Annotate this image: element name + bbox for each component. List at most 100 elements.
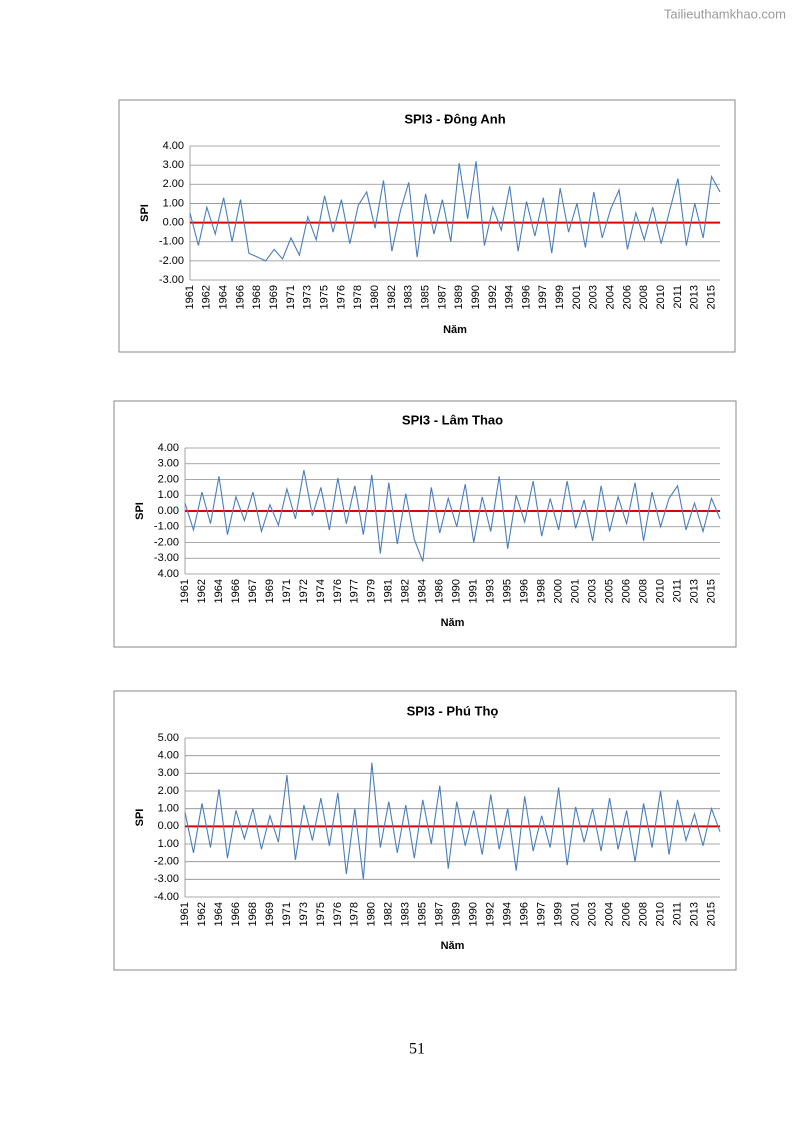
x-tick-label: 1983 [400, 902, 412, 926]
y-tick-label: -3.00 [159, 274, 184, 286]
x-tick-label: 1961 [184, 285, 196, 309]
y-tick-label: 3.00 [163, 159, 184, 171]
x-tick-label: 2004 [604, 902, 616, 926]
x-tick-label: 1977 [349, 579, 361, 603]
x-tick-label: 1982 [383, 902, 395, 926]
x-tick-label: 1999 [553, 902, 565, 926]
x-tick-label: 1982 [386, 285, 398, 309]
x-tick-label: 1992 [485, 902, 497, 926]
x-tick-label: 2015 [705, 902, 717, 926]
x-tick-label: 1981 [383, 579, 395, 603]
y-tick-label: -1.00 [159, 236, 184, 248]
x-tick-label: 2008 [638, 285, 650, 309]
y-tick-label: 0.00 [158, 505, 179, 517]
x-tick-label: 2010 [654, 902, 666, 926]
y-tick-label: -1.00 [154, 521, 179, 533]
x-tick-label: 1998 [536, 579, 548, 603]
x-tick-label: 1976 [335, 285, 347, 309]
x-tick-label: 1962 [196, 902, 208, 926]
x-tick-label: 1968 [251, 285, 263, 309]
y-axis-title: SPI [139, 204, 151, 222]
x-tick-label: 2001 [571, 285, 583, 309]
x-tick-label: 1978 [352, 285, 364, 309]
y-tick-label: 1.00 [158, 803, 179, 815]
x-tick-label: 1991 [468, 579, 480, 603]
y-tick-label: 4.00 [158, 568, 179, 580]
x-tick-label: 1971 [281, 902, 293, 926]
x-tick-label: 2013 [689, 285, 701, 309]
x-tick-label: 1982 [400, 579, 412, 603]
y-tick-label: -2.00 [159, 255, 184, 267]
y-tick-label: 4.00 [158, 442, 179, 454]
x-tick-label: 2000 [553, 579, 565, 603]
x-tick-label: 2003 [587, 902, 599, 926]
y-axis-title: SPI [134, 809, 146, 827]
x-tick-label: 1972 [298, 579, 310, 603]
x-tick-label: 1969 [264, 902, 276, 926]
x-tick-label: 2011 [671, 579, 683, 603]
x-tick-label: 2015 [705, 285, 717, 309]
x-tick-label: 1980 [366, 902, 378, 926]
x-tick-label: 1980 [369, 285, 381, 309]
x-tick-label: 1995 [502, 579, 514, 603]
x-tick-label: 1989 [453, 285, 465, 309]
y-tick-label: -2.00 [154, 536, 179, 548]
y-tick-label: 4.00 [163, 140, 184, 152]
x-tick-label: 1985 [417, 902, 429, 926]
x-tick-label: 1962 [201, 285, 213, 309]
chart-title: SPI3 - Phú Thọ [407, 703, 499, 718]
y-tick-label: 0.00 [163, 216, 184, 228]
x-tick-label: 1964 [218, 285, 230, 309]
x-tick-label: 1984 [417, 579, 429, 603]
x-tick-label: 1964 [213, 902, 225, 926]
y-tick-label: 2.00 [158, 785, 179, 797]
x-tick-label: 2008 [637, 902, 649, 926]
y-tick-label: 1.00 [158, 489, 179, 501]
x-tick-label: 1983 [403, 285, 415, 309]
x-tick-label: 1987 [434, 902, 446, 926]
chart-frame [113, 690, 737, 971]
x-tick-label: 2013 [688, 579, 700, 603]
x-tick-label: 1990 [451, 579, 463, 603]
x-tick-label: 2003 [588, 285, 600, 309]
x-tick-label: 1974 [315, 579, 327, 603]
x-tick-label: 1971 [285, 285, 297, 309]
x-tick-label: 2004 [605, 285, 617, 309]
y-tick-label: -2.00 [154, 856, 179, 868]
x-tick-label: 2006 [620, 579, 632, 603]
x-tick-label: 1968 [247, 902, 259, 926]
x-tick-label: 1975 [319, 285, 331, 309]
x-tick-label: 1964 [213, 579, 225, 603]
x-tick-label: 1992 [487, 285, 499, 309]
x-axis-title: Năm [441, 940, 465, 952]
spi-line [184, 469, 721, 562]
x-tick-label: 1986 [434, 579, 446, 603]
x-tick-label: 1993 [485, 579, 497, 603]
x-tick-label: 1975 [315, 902, 327, 926]
x-tick-label: 1966 [230, 902, 242, 926]
x-tick-label: 2003 [587, 579, 599, 603]
x-tick-label: 1961 [179, 902, 191, 926]
x-tick-label: 1973 [298, 902, 310, 926]
y-tick-label: 4.00 [158, 750, 179, 762]
x-tick-label: 1989 [451, 902, 463, 926]
y-tick-label: 5.00 [158, 732, 179, 744]
x-tick-label: 2001 [570, 902, 582, 926]
x-tick-label: 1976 [332, 902, 344, 926]
x-tick-label: 1973 [302, 285, 314, 309]
y-tick-label: 0.00 [158, 820, 179, 832]
x-tick-label: 1976 [332, 579, 344, 603]
x-tick-label: 1979 [366, 579, 378, 603]
y-tick-label: 2.00 [158, 473, 179, 485]
x-tick-label: 1997 [536, 902, 548, 926]
x-tick-label: 2011 [672, 285, 684, 309]
y-tick-label: 2.00 [163, 178, 184, 190]
y-axis-title: SPI [134, 502, 146, 520]
y-tick-label: -3.00 [154, 873, 179, 885]
x-tick-label: 1969 [268, 285, 280, 309]
y-tick-label: -3.00 [154, 552, 179, 564]
x-axis-title: Năm [443, 324, 467, 336]
x-axis-title: Năm [441, 617, 465, 629]
